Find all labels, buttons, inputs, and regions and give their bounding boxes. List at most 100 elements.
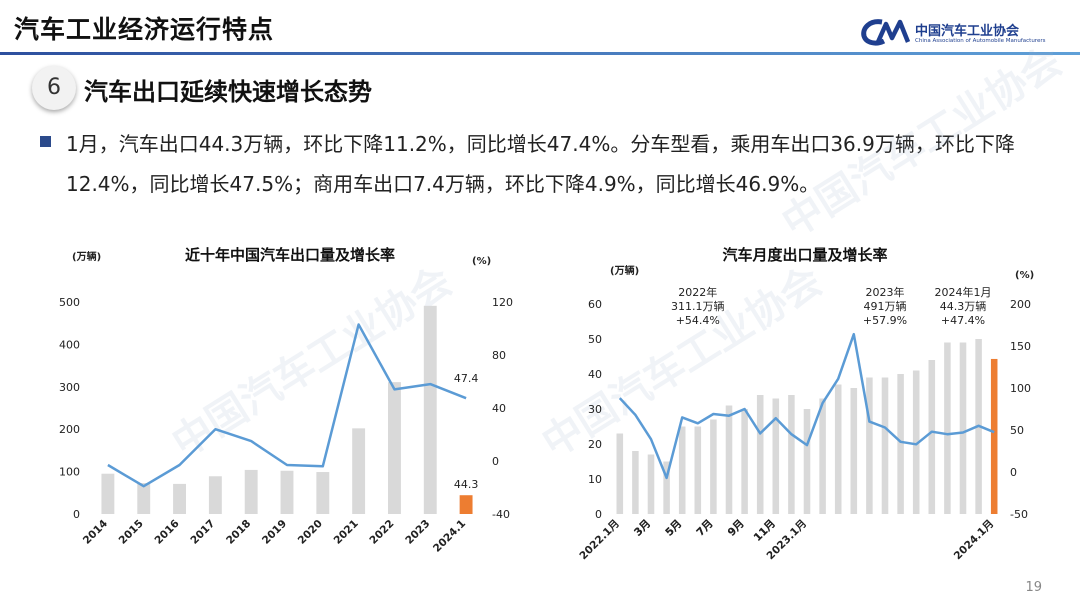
bar [803,409,811,514]
x-tick-label: 2015 [117,518,146,547]
left-axis-unit: (万辆) [72,250,101,263]
x-tick-label: 2023 [403,518,432,547]
bar [316,472,330,514]
annotation-text: +47.4% [941,314,985,327]
y-tick-label-left: 100 [59,466,80,479]
bar [388,382,401,514]
y-tick-label-right: 0 [492,455,499,468]
bar [912,370,920,514]
x-tick-label: 7月 [694,518,715,539]
y-tick-label-left: 40 [588,368,602,381]
x-tick-label: 2017 [188,518,217,547]
bar [928,360,936,514]
header-rule [0,52,1080,55]
bar [647,454,655,514]
logo-english-name: China Association of Automobile Manufact… [915,38,1046,44]
x-tick-label: 3月 [632,518,653,539]
section-title: 汽车出口延续快速增长态势 [84,78,372,106]
data-label: 47.4 [454,372,479,385]
bar [866,377,873,514]
x-tick-label: 2024.1月 [952,518,997,563]
bar [352,428,366,514]
annotation-text: +57.9% [863,314,907,327]
annual-export-chart-svg: 近十年中国汽车出口量及增长率(万辆) (%)0100200300400500-40… [59,246,513,555]
page-title: 汽车工业经济运行特点 [14,15,275,44]
y-tick-label-right: 80 [492,349,506,362]
y-tick-label-left: 300 [59,381,80,394]
x-tick-label: 2021 [332,518,361,547]
annotation-text: 44.3万辆 [940,299,987,313]
bar [137,483,151,514]
monthly-export-chart-svg: 汽车月度出口量及增长率 (万辆) (%) 0 10 20 30 40 50 60 -50 0 50 100… [577,246,1034,563]
x-tick-label: 9月 [726,518,747,539]
bar [173,483,186,514]
x-tick-label: 5月 [663,518,684,539]
bar [725,405,733,514]
y-tick-label-right: 40 [492,402,506,415]
y-tick-label-right: 120 [492,296,513,309]
bar [280,470,294,514]
growth-rate-line [618,332,995,480]
bar [772,398,780,514]
annotation-text: 311.1万辆 [671,299,725,313]
x-tick-label: 2016 [153,518,182,547]
annotation-text: 2022年 [678,285,717,299]
y-tick-label-left: 10 [588,473,602,486]
x-tick-label: 2022 [367,518,396,547]
bullet-square-icon [40,136,51,147]
y-tick-label-right: 200 [1010,298,1031,311]
y-tick-label-left: 30 [588,403,602,416]
page-number: 19 [1025,580,1042,595]
bar [756,395,764,514]
chart-title: 汽车月度出口量及增长率 [722,246,887,264]
y-tick-label-right: -50 [1010,508,1028,521]
bar [423,305,437,514]
logo-chinese-name: 中国汽车工业协会 [915,24,1020,39]
bar [663,461,670,514]
y-tick-label-left: 20 [588,438,602,451]
monthly-export-chart: 汽车月度出口量及增长率 (万辆) (%) 0 10 20 30 40 50 60 -50 0 50 100… [560,236,1065,570]
bar [244,469,258,514]
y-tick-label-left: 200 [59,423,80,436]
y-tick-label-left: 60 [588,298,602,311]
bar [694,426,702,514]
bar [850,388,858,514]
annotation-text: 2024年1月 [935,285,992,299]
y-tick-label-left: 500 [59,296,80,309]
caam-logo-icon [861,19,911,46]
y-tick-label-right: -40 [492,508,510,521]
annual-export-chart: 近十年中国汽车出口量及增长率 (万辆) (%) 0 100 200 300 400 500 -40… [40,236,530,570]
x-tick-label: 2018 [224,518,253,547]
annotation-text: 491万辆 [864,299,907,313]
y-tick-label-right: 100 [1010,382,1031,395]
x-tick-label: 2014 [81,518,110,547]
y-tick-label-right: 50 [1010,424,1024,437]
bar [678,426,686,514]
bar [632,451,639,514]
growth-rate-line [107,323,467,488]
bar [959,342,967,514]
bar-highlight [990,358,998,514]
left-axis-unit: (万辆) [610,264,639,277]
x-tick-label: 2022.1月 [577,518,622,563]
bar [208,476,222,514]
y-tick-label-left: 0 [73,508,80,521]
bar [101,473,115,514]
x-tick-label: 11月 [752,518,778,544]
bar [881,377,889,514]
bar [616,433,624,514]
y-tick-label-right: 0 [1010,466,1017,479]
y-tick-label-left: 50 [588,333,602,346]
x-tick-label: 2020 [296,518,325,547]
right-axis-unit: (%) [472,256,491,267]
bar [944,342,951,514]
bar [710,419,717,514]
header-bar: 汽车工业经济运行特点 中国汽车工业协会 China Association of… [0,0,1080,52]
bar-highlight [459,495,473,514]
right-axis-unit: (%) [1015,270,1034,281]
data-label: 44.3 [454,478,479,491]
annotation-text: +54.4% [676,314,720,327]
annotation-text: 2023年 [866,285,905,299]
section-number-badge: 6 [32,66,76,110]
y-tick-label-left: 0 [595,508,602,521]
